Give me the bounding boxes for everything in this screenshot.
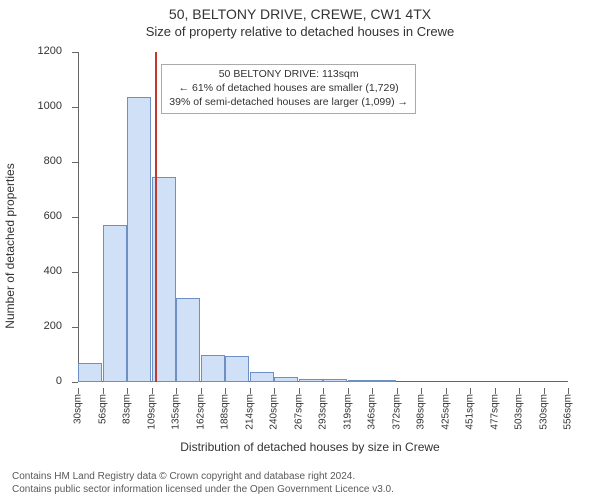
x-tick-label: 293sqm xyxy=(318,394,329,430)
histogram-bar xyxy=(225,356,249,382)
chart-container: Number of detached properties 0200400600… xyxy=(40,46,580,446)
x-tick-label: 319sqm xyxy=(342,394,353,430)
x-tick-label: 425sqm xyxy=(440,394,451,430)
property-marker-line xyxy=(155,52,157,382)
y-tick-label: 400 xyxy=(44,265,62,277)
annotation-line-3: 39% of semi-detached houses are larger (… xyxy=(169,96,408,110)
x-tick-label: 135sqm xyxy=(171,394,182,430)
y-tick-mark xyxy=(72,382,78,383)
histogram-plot: 02004006008001000120030sqm56sqm83sqm109s… xyxy=(78,52,568,382)
x-tick-label: 398sqm xyxy=(416,394,427,430)
y-tick-label: 1000 xyxy=(38,100,62,112)
x-tick-label: 83sqm xyxy=(122,394,133,424)
annotation-line-1: 50 BELTONY DRIVE: 113sqm xyxy=(169,68,408,82)
x-tick-label: 530sqm xyxy=(538,394,549,430)
x-tick-label: 240sqm xyxy=(269,394,280,430)
y-axis-label: Number of detached properties xyxy=(3,163,17,328)
y-tick-label: 200 xyxy=(44,320,62,332)
y-tick-mark xyxy=(72,107,78,108)
y-tick-mark xyxy=(72,272,78,273)
annotation-line-2: ← 61% of detached houses are smaller (1,… xyxy=(169,82,408,96)
footer-line-2: Contains public sector information licen… xyxy=(12,483,394,496)
footer-attribution: Contains HM Land Registry data © Crown c… xyxy=(12,470,394,496)
x-tick-label: 556sqm xyxy=(563,394,574,430)
y-tick-label: 0 xyxy=(56,375,62,387)
x-tick-label: 56sqm xyxy=(97,394,108,424)
root: 50, BELTONY DRIVE, CREWE, CW1 4TX Size o… xyxy=(0,0,600,500)
histogram-bar xyxy=(274,377,298,382)
x-tick-label: 267sqm xyxy=(293,394,304,430)
y-tick-mark xyxy=(72,52,78,53)
y-tick-label: 1200 xyxy=(38,45,62,57)
y-tick-mark xyxy=(72,217,78,218)
histogram-bar xyxy=(103,225,127,382)
y-tick-label: 600 xyxy=(44,210,62,222)
x-tick-label: 214sqm xyxy=(244,394,255,430)
y-tick-mark xyxy=(72,162,78,163)
histogram-bar xyxy=(127,97,151,382)
x-tick-label: 162sqm xyxy=(195,394,206,430)
histogram-bar xyxy=(250,372,274,382)
histogram-bar xyxy=(372,380,396,382)
x-tick-label: 372sqm xyxy=(391,394,402,430)
histogram-bar xyxy=(176,298,200,382)
x-tick-label: 451sqm xyxy=(465,394,476,430)
x-tick-label: 503sqm xyxy=(514,394,525,430)
y-tick-mark xyxy=(72,327,78,328)
x-tick-label: 346sqm xyxy=(367,394,378,430)
page-subtitle: Size of property relative to detached ho… xyxy=(0,22,600,39)
page-title: 50, BELTONY DRIVE, CREWE, CW1 4TX xyxy=(0,0,600,22)
histogram-bar xyxy=(348,380,372,382)
annotation-box: 50 BELTONY DRIVE: 113sqm← 61% of detache… xyxy=(161,64,416,114)
y-axis-line xyxy=(78,52,79,382)
x-tick-label: 30sqm xyxy=(73,394,84,424)
x-tick-label: 477sqm xyxy=(489,394,500,430)
footer-line-1: Contains HM Land Registry data © Crown c… xyxy=(12,470,394,483)
histogram-bar xyxy=(78,363,102,382)
histogram-bar xyxy=(323,379,347,382)
histogram-bar xyxy=(299,379,323,382)
x-tick-label: 109sqm xyxy=(146,394,157,430)
x-axis-label: Distribution of detached houses by size … xyxy=(180,440,439,454)
y-tick-label: 800 xyxy=(44,155,62,167)
x-tick-label: 188sqm xyxy=(220,394,231,430)
histogram-bar xyxy=(201,355,225,383)
